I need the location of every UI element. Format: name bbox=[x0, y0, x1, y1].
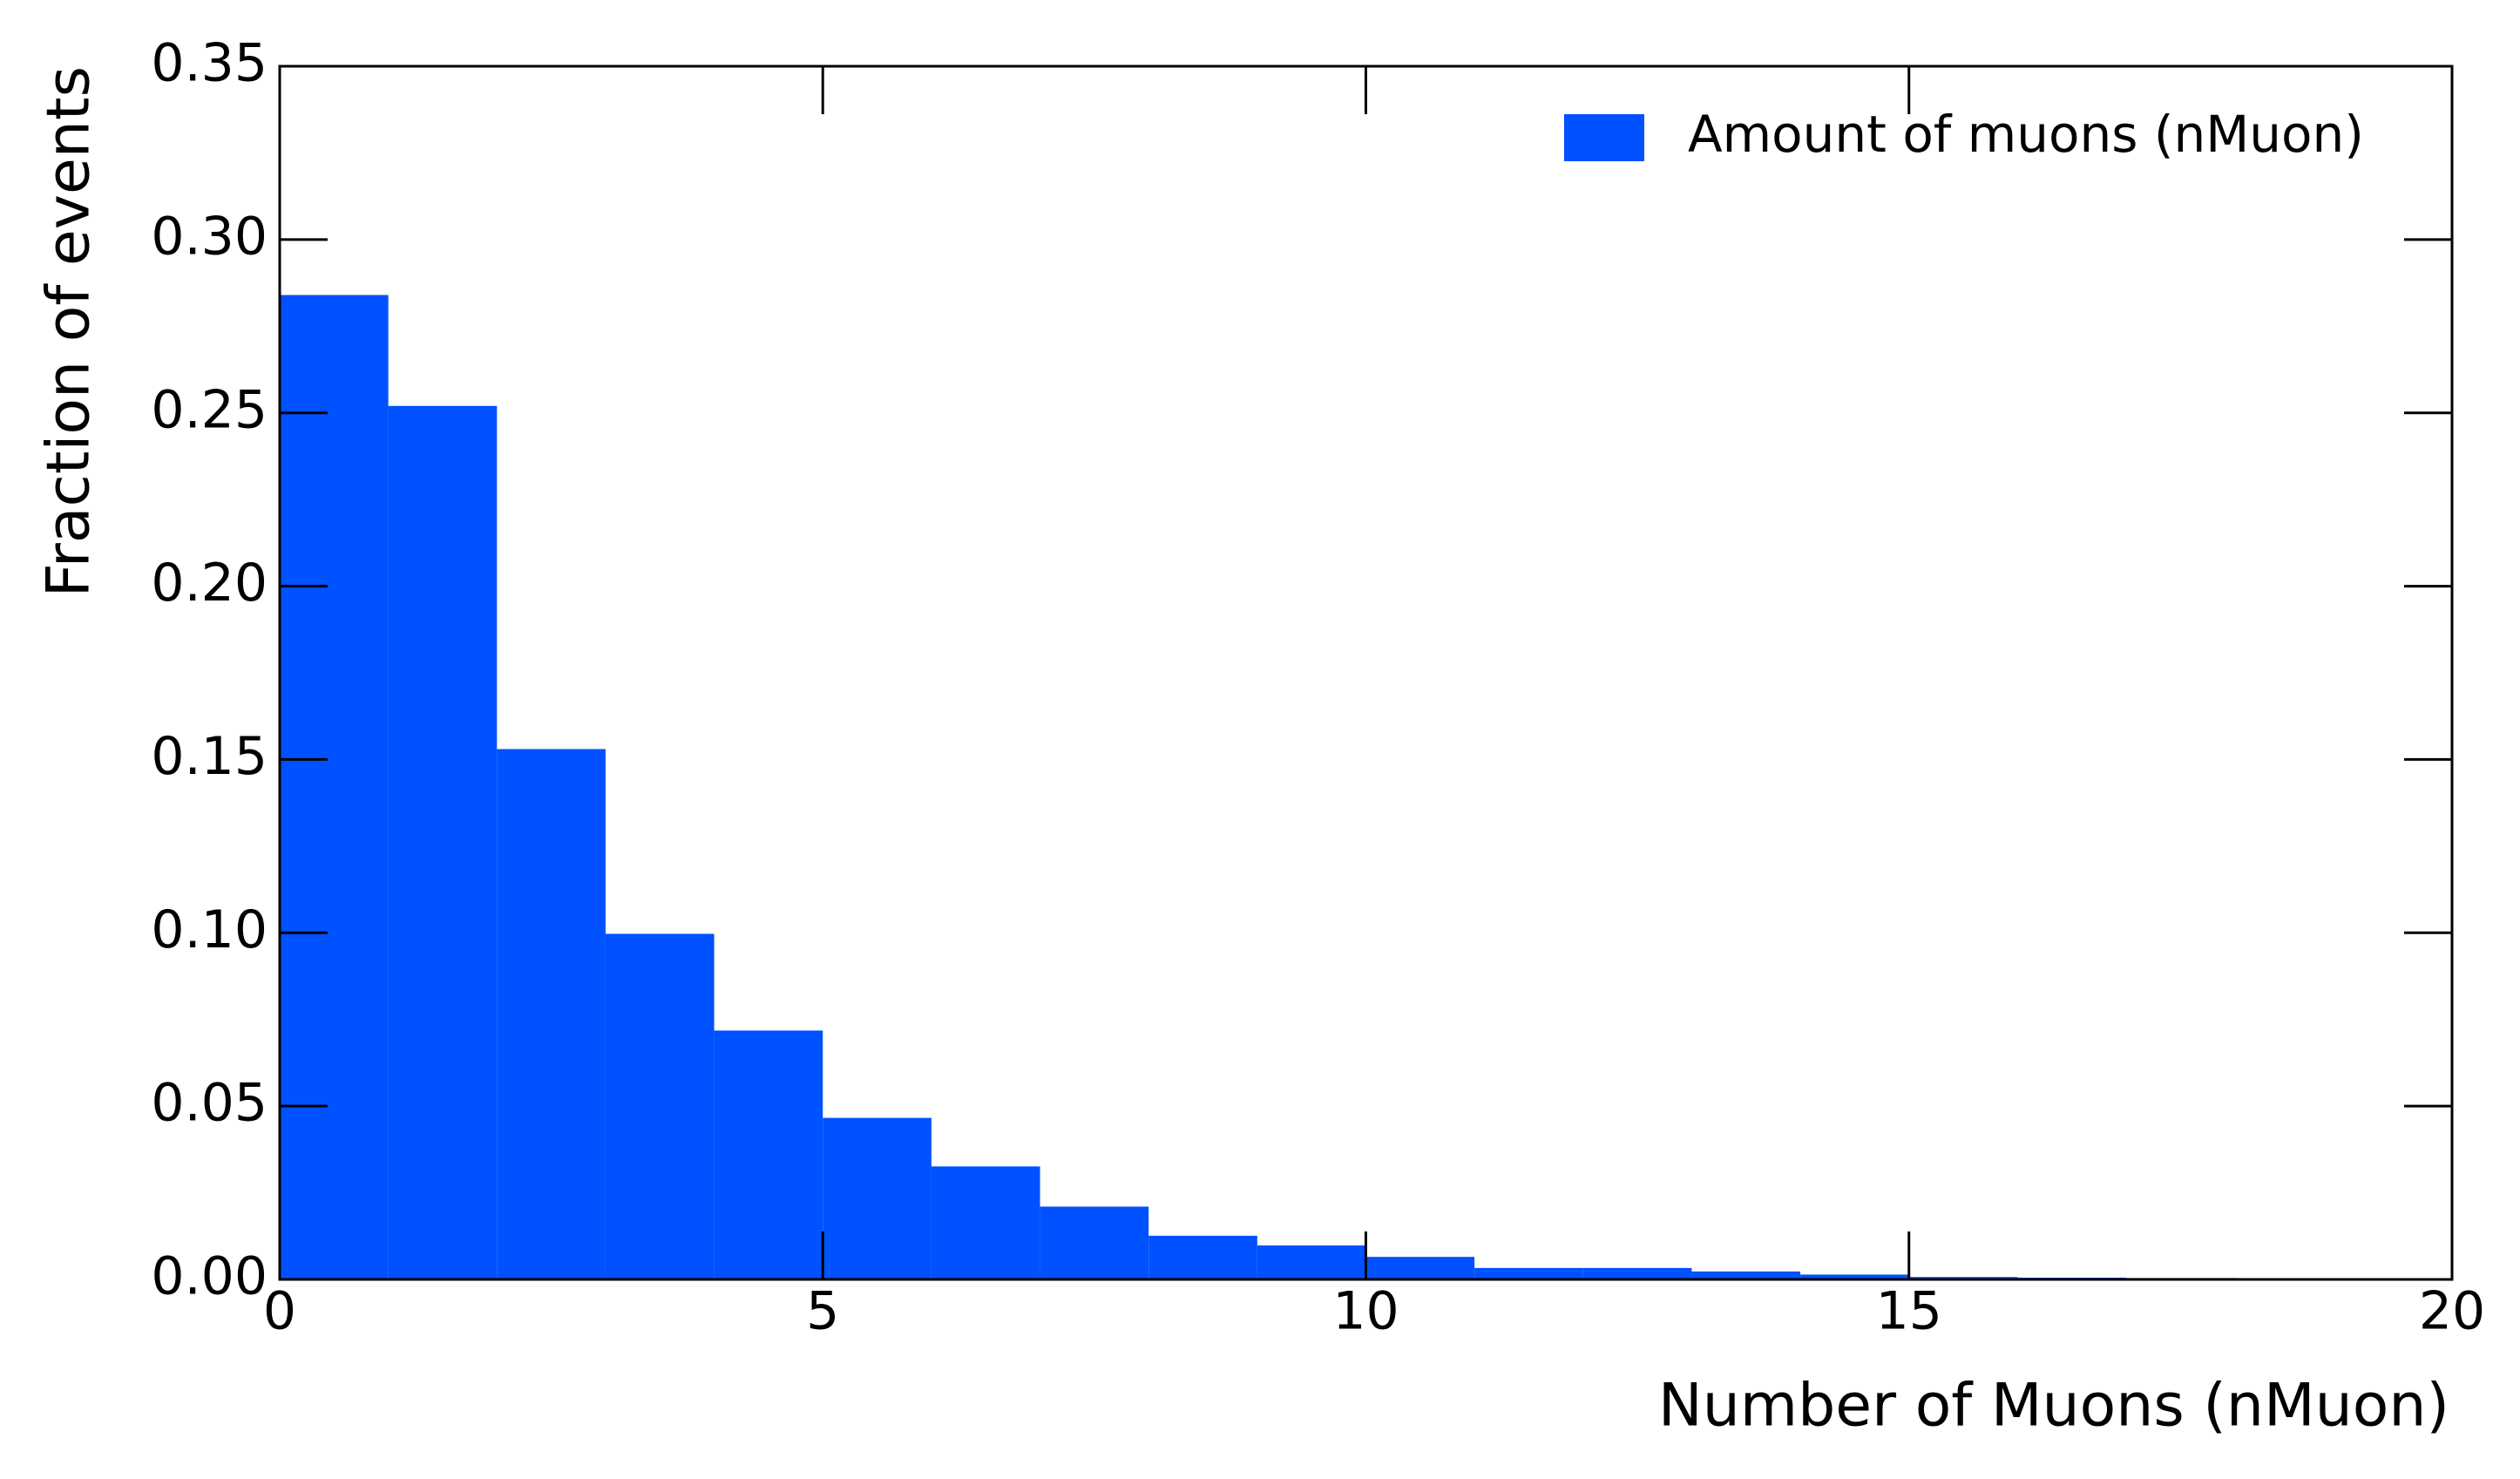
y-tick-label: 0.10 bbox=[151, 899, 268, 960]
x-tick-label: 0 bbox=[263, 1281, 296, 1342]
bar bbox=[388, 405, 498, 1279]
bar bbox=[280, 295, 389, 1279]
x-tick-label: 15 bbox=[1876, 1281, 1942, 1342]
bar bbox=[1800, 1274, 1909, 1279]
bar bbox=[1582, 1267, 1692, 1279]
bar bbox=[1257, 1245, 1366, 1279]
y-axis-label: Fraction of events bbox=[35, 66, 104, 597]
y-tick-label: 0.15 bbox=[151, 726, 268, 787]
bar bbox=[1040, 1206, 1149, 1279]
y-tick-label: 0.35 bbox=[151, 33, 268, 94]
x-tick-label: 5 bbox=[806, 1281, 839, 1342]
x-tick-label: 20 bbox=[2419, 1281, 2485, 1342]
legend-swatch bbox=[1564, 114, 1644, 161]
y-tick-label: 0.30 bbox=[151, 206, 268, 267]
y-tick-label: 0.05 bbox=[151, 1073, 268, 1134]
bar bbox=[714, 1030, 823, 1279]
bar bbox=[1474, 1267, 1583, 1279]
bar bbox=[1148, 1235, 1257, 1279]
y-tick-label: 0.25 bbox=[151, 379, 268, 440]
bar bbox=[605, 933, 715, 1279]
bar bbox=[1691, 1271, 1801, 1279]
legend-label: Amount of muons (nMuon) bbox=[1688, 105, 2364, 164]
bar bbox=[931, 1166, 1040, 1279]
y-tick-label: 0.00 bbox=[151, 1246, 268, 1307]
bar bbox=[823, 1117, 931, 1279]
x-tick-label: 10 bbox=[1332, 1281, 1399, 1342]
bar bbox=[497, 749, 606, 1279]
bar bbox=[1365, 1257, 1475, 1279]
x-axis-label: Number of Muons (nMuon) bbox=[1658, 1372, 2449, 1441]
y-tick-label: 0.20 bbox=[151, 553, 268, 614]
